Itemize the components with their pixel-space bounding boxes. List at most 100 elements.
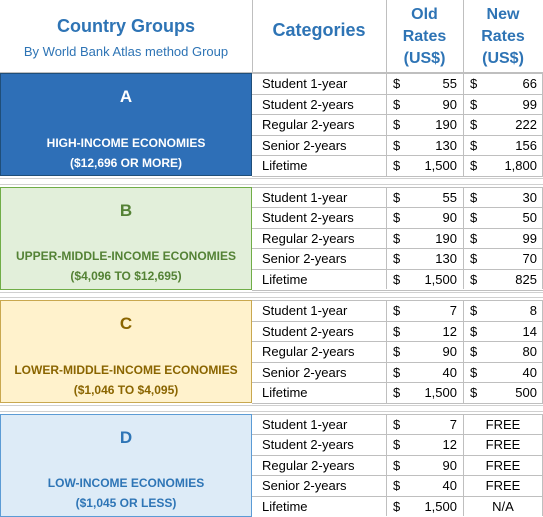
category: Student 1-year xyxy=(262,189,348,205)
currency: $ xyxy=(393,137,401,153)
col-line xyxy=(386,454,387,476)
spacer xyxy=(0,405,543,412)
currency: $ xyxy=(470,303,478,318)
currency: $ xyxy=(470,96,478,112)
col-line xyxy=(386,73,387,94)
group-range: ($1,045 OR LESS) xyxy=(75,496,177,510)
currency: $ xyxy=(393,251,401,267)
new-rate: 1,800 xyxy=(504,158,537,174)
col-line xyxy=(386,341,387,362)
spacer xyxy=(0,291,543,298)
categories-header: Categories xyxy=(272,20,366,40)
category: Student 1-year xyxy=(262,416,348,432)
new-rate: FREE xyxy=(485,457,521,473)
currency: $ xyxy=(470,158,478,174)
currency: $ xyxy=(470,210,478,226)
col-line xyxy=(386,361,387,383)
new-rate: 156 xyxy=(515,137,537,153)
new-rate: FREE xyxy=(485,416,521,432)
old-rates-header: Rates xyxy=(402,28,447,45)
old-rate: 130 xyxy=(435,137,457,153)
header-divider xyxy=(463,0,464,73)
col-line xyxy=(463,413,464,435)
old-rate: 7 xyxy=(449,303,457,318)
row-line xyxy=(252,403,543,404)
group-cell xyxy=(0,186,252,290)
currency: $ xyxy=(393,158,401,174)
col-line xyxy=(463,134,464,156)
col-line xyxy=(386,186,387,208)
currency: $ xyxy=(393,457,401,473)
currency: $ xyxy=(393,96,401,112)
col-line xyxy=(463,207,464,228)
group-name: LOW-INCOME ECONOMIES xyxy=(47,476,205,490)
new-rate: FREE xyxy=(485,437,521,453)
category: Regular 2-years xyxy=(262,230,355,246)
col-line xyxy=(463,248,464,269)
group-letter: B xyxy=(119,200,133,220)
category: Lifetime xyxy=(262,271,308,287)
old-rate: 12 xyxy=(442,323,457,339)
old-rates-header: Old xyxy=(411,6,438,23)
category: Senior 2-years xyxy=(262,137,347,153)
new-rate: 66 xyxy=(522,76,537,91)
old-rate: 55 xyxy=(442,189,457,205)
currency: $ xyxy=(393,364,401,380)
new-rate: 99 xyxy=(522,230,537,246)
col-line xyxy=(386,207,387,228)
currency: $ xyxy=(393,437,401,453)
old-rate: 90 xyxy=(442,96,457,112)
old-rate: 1,500 xyxy=(424,158,457,174)
col-line xyxy=(463,361,464,383)
old-rate: 55 xyxy=(442,76,457,91)
new-rate: 30 xyxy=(522,189,537,205)
category: Regular 2-years xyxy=(262,457,355,473)
col-line xyxy=(463,114,464,135)
currency: $ xyxy=(470,271,478,287)
old-rate: 90 xyxy=(442,344,457,360)
col-line xyxy=(463,454,464,476)
old-rate: 7 xyxy=(449,416,457,432)
old-rate: 1,500 xyxy=(424,498,457,514)
currency: $ xyxy=(470,385,478,401)
group-name: UPPER-MIDDLE-INCOME ECONOMIES xyxy=(15,249,236,263)
col-line xyxy=(386,475,387,496)
new-rate: 80 xyxy=(522,344,537,360)
title: Country Groups xyxy=(57,16,195,36)
old-rate: 1,500 xyxy=(424,385,457,401)
col-line xyxy=(386,413,387,435)
header-divider xyxy=(252,0,253,73)
group-name: LOWER-MIDDLE-INCOME ECONOMIES xyxy=(14,362,238,377)
old-rate: 90 xyxy=(442,210,457,226)
category: Lifetime xyxy=(262,158,308,174)
col-line xyxy=(463,73,464,94)
new-rate: FREE xyxy=(485,478,521,494)
col-line xyxy=(463,382,464,403)
group-letter: A xyxy=(119,87,133,106)
new-rate: 14 xyxy=(522,323,537,339)
old-rates-header: (US$) xyxy=(403,50,446,67)
col-line xyxy=(463,227,464,249)
row-line xyxy=(252,289,543,291)
category: Student 1-year xyxy=(262,303,348,318)
currency: $ xyxy=(470,76,478,91)
category: Lifetime xyxy=(262,385,308,401)
new-rate: 500 xyxy=(515,385,537,401)
old-rate: 40 xyxy=(442,364,457,380)
spacer xyxy=(0,178,543,185)
currency: $ xyxy=(393,76,401,91)
category: Senior 2-years xyxy=(262,478,347,494)
currency: $ xyxy=(393,385,401,401)
currency: $ xyxy=(393,117,401,133)
new-rates-header: Rates xyxy=(481,28,525,45)
old-rate: 90 xyxy=(442,457,457,473)
subtitle: By World Bank Atlas method Group xyxy=(23,44,229,59)
currency: $ xyxy=(470,251,478,267)
currency: $ xyxy=(470,364,478,380)
category: Senior 2-years xyxy=(262,364,347,380)
new-rate: 222 xyxy=(515,117,537,133)
group-range: ($12,696 OR MORE) xyxy=(69,155,183,170)
currency: $ xyxy=(470,230,478,246)
new-rate: N/A xyxy=(492,498,514,514)
